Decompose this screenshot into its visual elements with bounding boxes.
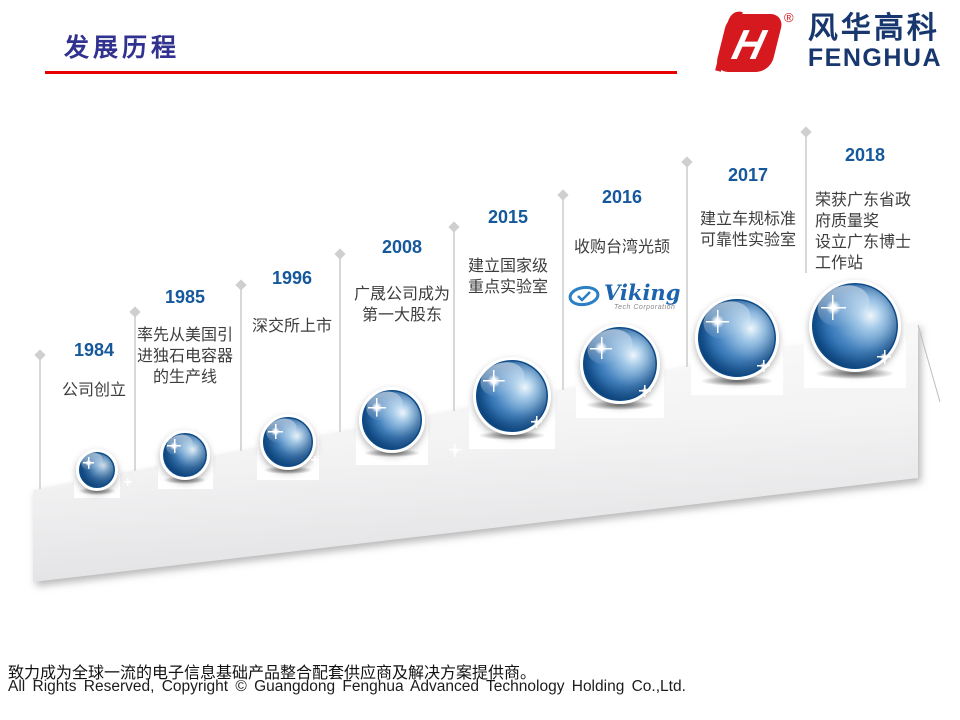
milestone-ball bbox=[809, 280, 901, 372]
timeline-year: 2017 bbox=[727, 165, 769, 185]
ball-shadow bbox=[79, 487, 115, 495]
timeline-desc: 建立国家级重点实验室 bbox=[467, 258, 548, 296]
timeline-line bbox=[339, 254, 341, 433]
timeline-desc: 建立车规标准可靠性实验室 bbox=[699, 211, 796, 249]
fenghua-logo-icon: H ® bbox=[714, 10, 794, 72]
brand-name-cn: 风华高科 bbox=[807, 11, 940, 45]
ball-shadow bbox=[586, 400, 654, 410]
timeline-line bbox=[39, 355, 41, 489]
timeline-year: 1996 bbox=[271, 268, 313, 288]
timeline-year: 2016 bbox=[601, 187, 643, 207]
sparkle-icon bbox=[705, 309, 729, 333]
timeline-year: 2008 bbox=[381, 237, 423, 257]
timeline-desc: 率先从美国引进独石电容器的生产线 bbox=[136, 327, 233, 386]
timeline-line bbox=[805, 132, 807, 345]
timeline-desc: 荣获广东省政府质量奖 设立广东博士工作站 bbox=[815, 192, 912, 272]
logo-text: 风华高科 FENGHUA bbox=[807, 11, 942, 72]
timeline-year: 2018 bbox=[844, 145, 886, 165]
timeline-line bbox=[240, 285, 242, 451]
milestone-ball bbox=[160, 430, 210, 480]
sparkle-icon bbox=[268, 424, 284, 440]
ball-shadow bbox=[264, 466, 312, 474]
sparkle-icon bbox=[483, 370, 505, 392]
sparkle-icon bbox=[590, 337, 613, 360]
company-logo: H ® 风华高科 FENGHUA bbox=[712, 8, 942, 76]
ball-shadow bbox=[701, 376, 773, 387]
timeline-desc: 公司创立 bbox=[61, 382, 126, 399]
timeline-line bbox=[453, 227, 455, 411]
ball-shadow bbox=[478, 431, 546, 441]
page-title: 发展历程 bbox=[64, 33, 181, 62]
milestone-ball bbox=[260, 414, 316, 470]
timeline-line bbox=[562, 195, 564, 390]
sparkle-icon bbox=[820, 295, 846, 321]
sparkle-icon bbox=[82, 457, 95, 469]
timeline-line bbox=[686, 162, 688, 367]
milestone-ball bbox=[473, 357, 551, 435]
registered-mark: ® bbox=[784, 10, 794, 25]
timeline-desc: 广晟公司成为第一大股东 bbox=[353, 286, 450, 324]
timeline-year: 1984 bbox=[73, 340, 115, 360]
viking-eye-icon bbox=[568, 285, 600, 307]
ball-shadow bbox=[163, 476, 207, 484]
milestone-ball bbox=[359, 387, 425, 453]
title-underline bbox=[45, 71, 677, 74]
timeline-desc: 深交所上市 bbox=[251, 318, 332, 335]
ramp-fold-line bbox=[917, 324, 941, 403]
viking-logo-subtext: Tech Corporation bbox=[614, 304, 676, 311]
brand-name-en: FENGHUA bbox=[807, 43, 942, 72]
viking-logo: Viking Tech Corporation bbox=[566, 280, 682, 316]
milestone-ball bbox=[695, 296, 779, 380]
ball-shadow bbox=[815, 368, 895, 380]
ball-shadow bbox=[363, 449, 421, 457]
milestone-ball bbox=[76, 449, 118, 491]
footer-copyright: All Rights Reserved, Copyright © Guangdo… bbox=[8, 678, 686, 695]
viking-logo-text: Viking bbox=[604, 280, 681, 305]
timeline-desc: 收购台湾光颉 bbox=[573, 239, 670, 256]
sparkle-icon bbox=[368, 398, 387, 417]
footer-slogan: 致力成为全球一流的电子信息基础产品整合配套供应商及解决方案提供商。 bbox=[8, 665, 537, 682]
timeline-year: 1985 bbox=[164, 287, 206, 307]
timeline-line bbox=[134, 312, 136, 471]
timeline-year: 2015 bbox=[487, 207, 529, 227]
milestone-ball bbox=[580, 324, 660, 404]
sparkle-icon bbox=[167, 439, 182, 453]
